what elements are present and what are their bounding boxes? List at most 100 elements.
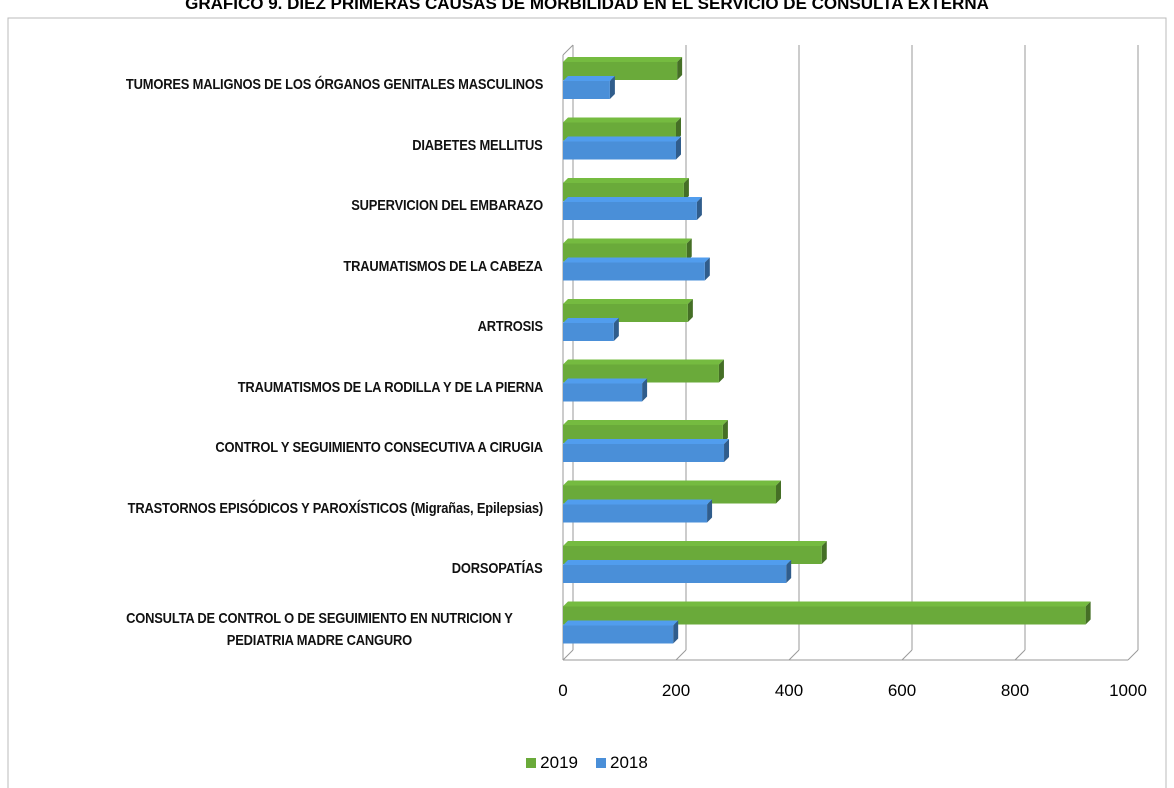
bar	[563, 504, 708, 523]
category-label-box: CONTROL Y SEGUIMIENTO CONSECUTIVA A CIRU…	[23, 418, 543, 479]
x-tick-label: 200	[662, 681, 690, 700]
category-label-box: TUMORES MALIGNOS DE LOS ÓRGANOS GENITALE…	[23, 55, 543, 116]
x-tick-label: 0	[558, 681, 567, 700]
legend-label: 2018	[610, 753, 648, 772]
floor-line	[562, 649, 574, 661]
bar-side	[776, 480, 782, 504]
bar-top	[563, 378, 648, 384]
bar-top	[563, 480, 782, 486]
bar-side	[707, 499, 713, 523]
bar-side	[676, 136, 681, 160]
bar	[563, 565, 787, 583]
bar-top	[563, 136, 681, 142]
bar-top	[563, 57, 683, 62]
bar-top	[563, 257, 710, 263]
bar	[563, 364, 719, 383]
y-tick-label: CONSULTA DE CONTROL O DE SEGUIMIENTO EN …	[126, 609, 513, 649]
y-tick-label: TRAUMATISMOS DE LA RODILLA Y DE LA PIERN…	[237, 378, 544, 396]
bar-top	[563, 318, 619, 323]
legend-swatch	[526, 758, 537, 768]
bar-top	[563, 420, 728, 425]
bar-side	[687, 299, 693, 322]
bar-top	[563, 541, 827, 546]
bar	[563, 262, 705, 281]
bar-side	[673, 620, 679, 644]
legend-item: 2018	[596, 753, 648, 773]
bar-side	[786, 560, 792, 583]
floor-line	[788, 649, 800, 661]
chart-frame	[7, 17, 1167, 788]
y-tick-label: DORSOPATÍAS	[452, 560, 543, 578]
bar-side	[1085, 601, 1091, 625]
floor-line	[901, 649, 913, 661]
bar-side	[722, 420, 728, 443]
x-tick-label: 400	[775, 681, 803, 700]
category-label-box: TRASTORNOS EPISÓDICOS Y PAROXÍSTICOS (Mi…	[23, 479, 544, 540]
category-label-box: TRAUMATISMOS DE LA RODILLA Y DE LA PIERN…	[23, 358, 544, 419]
bar	[563, 485, 777, 504]
category-label-box: ARTROSIS	[23, 297, 543, 358]
y-tick-label: ARTROSIS	[477, 318, 543, 336]
category-label-box: SUPERVICION DEL EMBARAZO	[23, 176, 543, 237]
legend-label: 2019	[540, 753, 578, 772]
x-tick-label: 800	[1001, 681, 1029, 700]
bar-top	[563, 238, 692, 244]
category-label-box: DIABETES MELLITUS	[23, 116, 544, 177]
legend: 2019 2018	[0, 753, 1174, 773]
bar	[563, 122, 676, 141]
category-label-box: DORSOPATÍAS	[23, 539, 543, 600]
y-tick-label: CONTROL Y SEGUIMIENTO CONSECUTIVA A CIRU…	[215, 439, 543, 457]
bar-side	[609, 76, 615, 99]
bar	[563, 304, 688, 322]
bar	[563, 141, 676, 160]
category-label-box: TRAUMATISMOS DE LA CABEZA	[23, 237, 543, 298]
bar-top	[563, 439, 730, 444]
bar-side	[677, 57, 683, 80]
y-tick-label: TRAUMATISMOS DE LA CABEZA	[343, 257, 543, 275]
bar-top	[563, 117, 681, 123]
bar-side	[704, 257, 710, 281]
y-tick-label: DIABETES MELLITUS	[412, 136, 544, 154]
bar-side	[696, 197, 702, 220]
bar-side	[613, 318, 619, 341]
bar-side	[642, 378, 648, 402]
floor-line	[1014, 649, 1026, 661]
bar-side	[718, 359, 724, 383]
bar-top	[563, 197, 702, 202]
bar-top	[563, 76, 615, 81]
legend-item: 2019	[526, 753, 578, 773]
left-wall-top	[562, 44, 574, 56]
bar-side	[686, 238, 692, 262]
bar-top	[563, 359, 724, 365]
chart-title: GRÁFICO 9. DIEZ PRIMERAS CAUSAS DE MORBI…	[185, 0, 989, 13]
y-tick-label: SUPERVICION DEL EMBARAZO	[351, 197, 543, 215]
bar	[563, 183, 684, 201]
legend-swatch	[596, 758, 606, 768]
bar	[563, 323, 614, 341]
bar-side	[676, 117, 681, 141]
bar	[563, 625, 674, 644]
bar	[563, 546, 822, 564]
bar-top	[563, 178, 689, 183]
x-tick-label: 1000	[1109, 681, 1147, 700]
bar	[563, 62, 678, 80]
y-tick-label: TRASTORNOS EPISÓDICOS Y PAROXÍSTICOS (Mi…	[127, 499, 544, 517]
bar-side	[683, 178, 689, 201]
bar-top	[563, 560, 792, 565]
bar	[563, 243, 687, 262]
bar	[563, 202, 697, 220]
category-label-box: CONSULTA DE CONTROL O DE SEGUIMIENTO EN …	[23, 600, 543, 661]
bar	[563, 81, 610, 99]
x-tick-label: 600	[888, 681, 916, 700]
bar-top	[563, 620, 679, 626]
bar	[563, 383, 643, 402]
bar	[563, 444, 725, 462]
floor-line	[1127, 649, 1139, 661]
bar	[563, 606, 1086, 625]
bar-top	[563, 499, 713, 505]
floor-line	[675, 649, 687, 661]
bar-top	[563, 299, 693, 304]
bar-top	[563, 601, 1091, 607]
bar	[563, 425, 723, 443]
